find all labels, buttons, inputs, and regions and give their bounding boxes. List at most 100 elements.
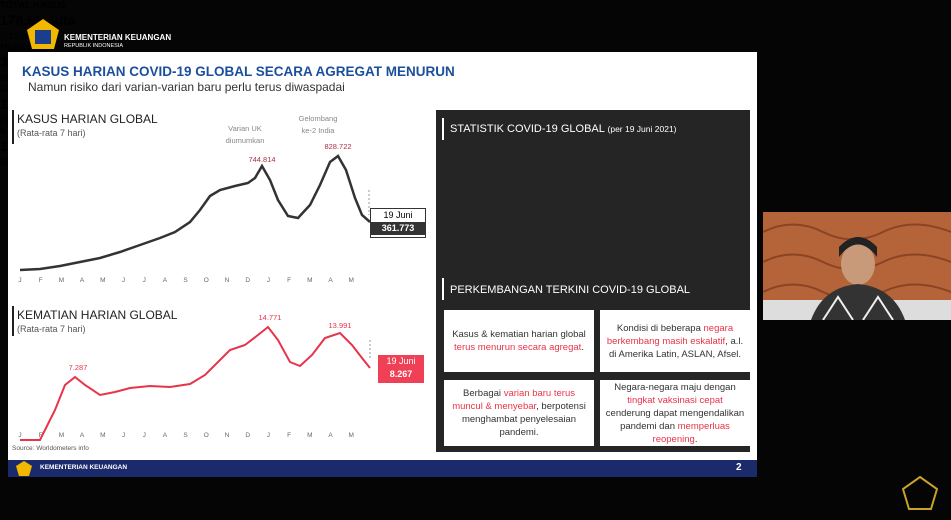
text-part: Kasus & kematian harian global [452,329,586,340]
stat-note: (219 Negara) [0,31,56,42]
update-box: Kondisi di beberapa negara berkembang ma… [600,310,750,372]
month-label: F [287,277,291,284]
month-label: F [39,432,43,439]
month-label: J [18,277,21,284]
date: 19 Juni [386,356,416,366]
month-label: A [328,277,333,284]
peak-label: 14.771 [259,313,282,322]
month-label: J [122,277,125,284]
note: (per 19 Juni 2021) [607,124,677,134]
month-label: O [204,432,209,439]
charts: Varian UK diumumkan Gelombang ke-2 India… [12,114,371,452]
month-label: F [39,277,43,284]
text-part: memperluas reopening [652,420,730,445]
footer [8,460,757,477]
text-part: . [581,342,584,353]
month-label: A [80,277,85,284]
text-part: cenderung dapat mengendalikan pandemi da… [605,407,745,432]
month-label: M [307,277,312,284]
peak-label: 7.287 [69,363,88,372]
peak-label: 828.722 [324,142,351,151]
month-label: J [18,432,21,439]
text-part: Kondisi di beberapa [616,322,704,334]
note: Varian UK [228,124,262,133]
bar [12,110,14,144]
update-text: Kondisi di beberapa negara berkembang ma… [604,322,746,361]
month-label: M [348,432,353,439]
month-label: O [204,277,209,284]
text-part: Berbagai [463,388,504,399]
text-part: . [694,433,698,445]
update-box: Kasus & kematian harian global terus men… [444,310,594,372]
month-label: M [59,432,64,439]
source: Source: Worldometers info [12,445,89,452]
update-text: Berbagai varian baru terus muncul & meny… [448,387,590,439]
stat: TOTAL KASUS 178,95 Juta (219 Negara) [0,0,951,42]
stat-label: TOTAL KASUS [0,0,67,11]
month-label: J [267,277,270,284]
month-label: J [143,277,146,284]
stat-value: 178,95 Juta [0,12,76,28]
month-label: M [100,277,105,284]
deaths-title: KEMATIAN HARIAN GLOBAL [17,308,178,322]
note: ke-2 India [302,126,336,135]
stat-label: MENINGGAL [0,42,59,53]
stats-heading: STATISTIK COVID-19 GLOBAL (per 19 Juni 2… [450,123,677,135]
month-label: S [183,277,188,284]
month-label: J [143,432,146,439]
month-label: A [328,432,333,439]
cases-line [19,154,371,272]
logo [27,19,59,49]
text-part: terus menurun secara agregat [454,342,582,353]
update-text: Negara-negara maju dengan tingkat vaksin… [604,381,746,446]
corner-logo [902,476,938,510]
deaths-latest: 19 Juni 8.267 [378,355,424,383]
text-part: negara berkembang masih eskalatif [606,322,734,347]
updates-heading: PERKEMBANGAN TERKINI COVID-19 GLOBAL [450,284,691,296]
text-part: varian baru terus muncul & menyebar [452,388,575,412]
slide-subtitle: Namun risiko dari varian-varian baru per… [28,80,345,94]
month-label: D [245,432,250,439]
peak-label: 13.991 [329,321,352,330]
note: Gelombang [299,114,338,123]
deaths-line [20,325,371,441]
org-sub: REPUBLIK INDONESIA [64,43,123,49]
bar [12,306,14,336]
update-box: Negara-negara maju dengan tingkat vaksin… [600,380,750,446]
month-label: M [100,432,105,439]
value: 8.267 [389,369,413,379]
month-label: M [307,432,312,439]
note: diumumkan [226,136,265,145]
text-part: , berpotensi menghambat penyelesaian pan… [461,401,586,438]
org: KEMENTERIAN KEUANGAN [64,33,172,42]
bar [442,278,444,300]
bar [442,118,444,140]
month-label: A [163,432,168,439]
peak-label: 744.814 [248,155,275,164]
month-label: F [287,432,291,439]
cases-subtitle: (Rata-rata 7 hari) [17,128,86,138]
webcam [763,212,951,320]
page-number: 2 [736,462,742,473]
cases-latest: 19 Juni 361.773 [370,208,426,238]
deaths-subtitle: (Rata-rata 7 hari) [17,324,86,334]
footer-org: KEMENTERIAN KEUANGAN [40,464,128,471]
month-label: J [122,432,125,439]
slide-title: KASUS HARIAN COVID-19 GLOBAL SECARA AGRE… [22,64,455,79]
text-part: tingkat vaksinasi cepat [627,394,723,406]
month-label: S [183,432,188,439]
month-label: J [267,432,270,439]
text: STATISTIK COVID-19 GLOBAL [450,123,605,135]
month-label: M [348,277,353,284]
text-part: Negara-negara maju dengan [614,381,736,393]
cases-title: KASUS HARIAN GLOBAL [17,112,158,126]
month-label: A [163,277,168,284]
text-part: , a.l. di Amerika Latin, ASLAN, Afsel. [608,335,744,360]
update-text: Kasus & kematian harian global terus men… [448,328,590,354]
date: 19 Juni [383,210,413,220]
footer-logo [16,461,32,476]
month-label: N [225,432,230,439]
month-label: N [225,277,230,284]
month-label: D [245,277,250,284]
